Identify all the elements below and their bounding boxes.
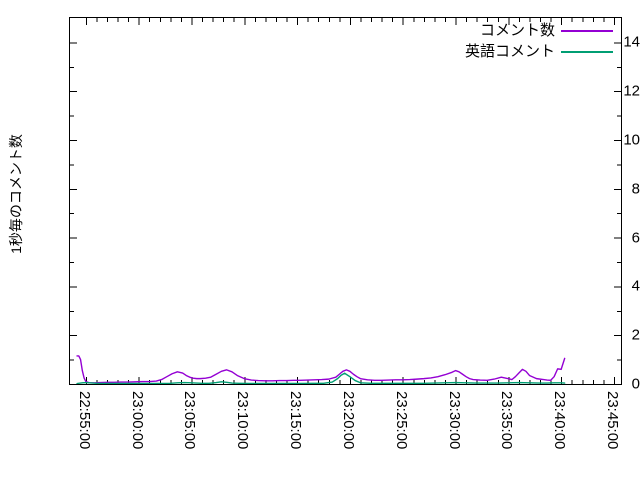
y-tick-label: 10 <box>623 131 640 149</box>
plot-canvas <box>70 18 621 384</box>
x-tick-label: 23:15:00 <box>287 391 305 450</box>
y-tick-label: 12 <box>623 82 640 100</box>
x-tick-label: 23:35:00 <box>498 391 516 450</box>
y-tick-label: 14 <box>623 33 640 51</box>
plot-area: コメント数英語コメント <box>69 17 622 385</box>
legend-label: 英語コメント <box>464 43 555 60</box>
legend-color-swatch <box>561 50 613 53</box>
x-tick-label: 23:40:00 <box>551 391 569 450</box>
x-tick-label: 23:05:00 <box>181 391 199 450</box>
x-tick-label: 23:00:00 <box>128 391 146 450</box>
y-tick-label: 6 <box>631 229 640 247</box>
y-tick-label: 0 <box>631 375 640 393</box>
y-tick-label: 4 <box>631 277 640 295</box>
legend-item: 英語コメント <box>465 42 613 61</box>
x-tick-label: 23:30:00 <box>445 391 463 450</box>
y-axis-label: 1秒毎のコメント数 <box>8 134 24 254</box>
series-line <box>76 372 566 384</box>
x-tick-label: 22:55:00 <box>75 391 93 450</box>
x-tick-label: 23:20:00 <box>339 391 357 450</box>
legend-item: コメント数 <box>465 21 613 40</box>
y-tick-label: 8 <box>631 180 640 198</box>
series-line <box>76 355 566 384</box>
x-tick-label: 23:45:00 <box>603 391 621 450</box>
x-tick-label: 23:25:00 <box>392 391 410 450</box>
legend-label: コメント数 <box>479 22 555 39</box>
legend-color-swatch <box>561 29 613 32</box>
x-tick-label: 23:10:00 <box>234 391 252 450</box>
legend: コメント数英語コメント <box>465 21 613 61</box>
y-tick-label: 2 <box>631 326 640 344</box>
